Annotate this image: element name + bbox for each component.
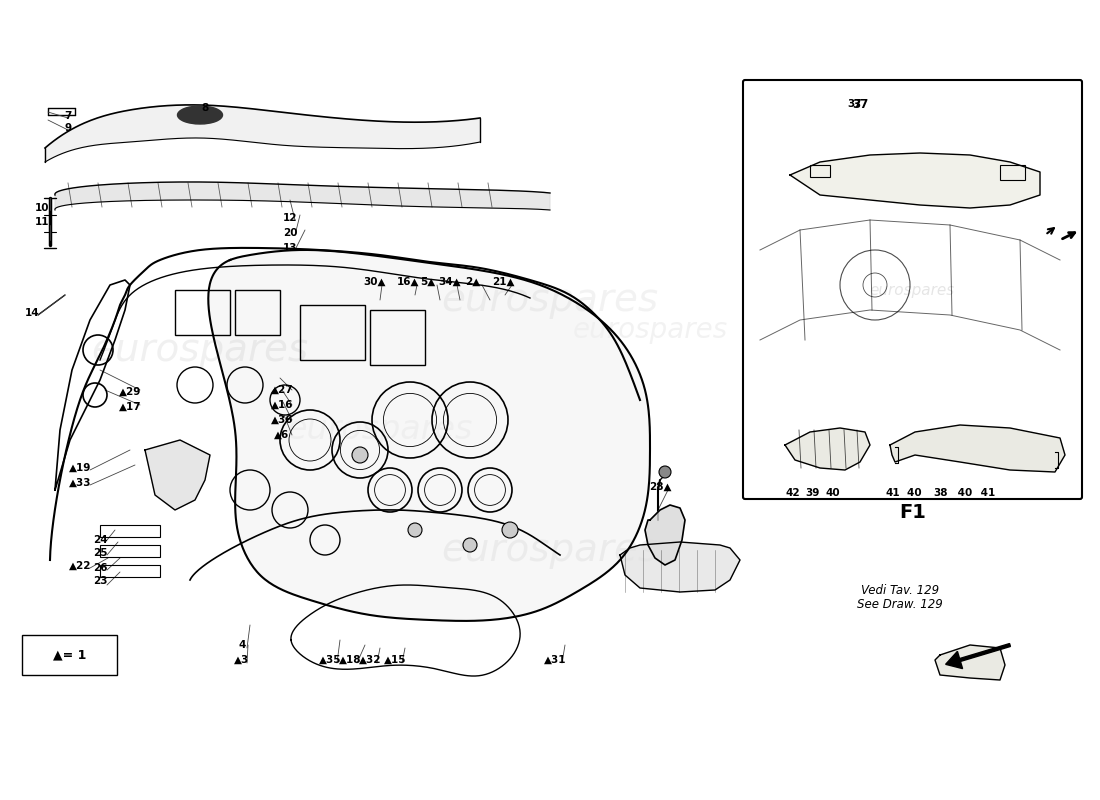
Text: See Draw. 129: See Draw. 129 — [857, 598, 943, 611]
Text: 7: 7 — [64, 111, 72, 121]
Text: 24: 24 — [92, 535, 108, 545]
Text: 40: 40 — [826, 488, 840, 498]
Text: F1: F1 — [899, 502, 926, 522]
Text: 16▲: 16▲ — [397, 277, 419, 287]
Text: 5▲: 5▲ — [420, 277, 436, 287]
Text: 42: 42 — [785, 488, 801, 498]
Polygon shape — [935, 645, 1005, 680]
Text: ▲27: ▲27 — [271, 385, 294, 395]
Bar — [300, 305, 365, 360]
Polygon shape — [890, 425, 1065, 472]
Text: 40: 40 — [954, 488, 972, 498]
Text: 11: 11 — [35, 217, 50, 227]
Text: ▲29: ▲29 — [119, 387, 141, 397]
Text: 37: 37 — [851, 98, 868, 111]
Text: ▲19: ▲19 — [69, 463, 91, 473]
Polygon shape — [145, 440, 210, 510]
Text: Vedi Tav. 129: Vedi Tav. 129 — [861, 583, 939, 597]
Text: ▲17: ▲17 — [119, 402, 141, 412]
Text: ▲33: ▲33 — [68, 478, 91, 488]
Bar — [100, 565, 160, 577]
Ellipse shape — [177, 106, 222, 124]
Circle shape — [463, 538, 477, 552]
Text: ▲15: ▲15 — [384, 655, 406, 665]
FancyArrow shape — [946, 643, 1011, 669]
Text: ▲31: ▲31 — [543, 655, 566, 665]
Bar — [235, 290, 280, 335]
Bar — [810, 165, 830, 177]
Polygon shape — [208, 250, 650, 621]
Text: 12: 12 — [283, 213, 297, 223]
Circle shape — [408, 523, 422, 537]
Text: 30▲: 30▲ — [364, 277, 386, 287]
Bar — [22, 635, 117, 675]
Text: 37: 37 — [848, 99, 862, 109]
Bar — [100, 525, 160, 537]
Text: 13: 13 — [283, 243, 297, 253]
Bar — [370, 310, 425, 365]
Text: 25: 25 — [92, 548, 108, 558]
Text: 20: 20 — [283, 228, 297, 238]
Text: eurospares: eurospares — [441, 281, 659, 319]
Polygon shape — [645, 505, 685, 565]
Bar — [1000, 165, 1025, 180]
Text: ▲3: ▲3 — [234, 655, 250, 665]
Polygon shape — [785, 428, 870, 470]
Text: eurospares: eurospares — [869, 282, 955, 298]
Text: 14: 14 — [24, 308, 40, 318]
Text: ▲32: ▲32 — [359, 655, 382, 665]
Text: 4: 4 — [239, 640, 245, 650]
Text: 9: 9 — [65, 123, 72, 133]
Text: ▲36: ▲36 — [271, 415, 294, 425]
Bar — [100, 545, 160, 557]
Text: 38: 38 — [934, 488, 948, 498]
Text: eurospares: eurospares — [441, 531, 659, 569]
FancyBboxPatch shape — [742, 80, 1082, 499]
Text: 41: 41 — [886, 488, 900, 498]
Text: 8: 8 — [201, 103, 209, 113]
Text: 26: 26 — [92, 563, 108, 573]
Text: ▲18: ▲18 — [339, 655, 361, 665]
Text: ▲6: ▲6 — [274, 430, 289, 440]
Text: 2▲: 2▲ — [465, 277, 481, 287]
Text: 10: 10 — [35, 203, 50, 213]
Circle shape — [659, 466, 671, 478]
Text: eurospares: eurospares — [91, 331, 309, 369]
Text: ▲= 1: ▲= 1 — [53, 649, 86, 662]
Circle shape — [352, 447, 368, 463]
Text: 23: 23 — [92, 576, 108, 586]
Text: 39: 39 — [806, 488, 821, 498]
Polygon shape — [790, 153, 1040, 208]
Circle shape — [502, 522, 518, 538]
Text: ▲22: ▲22 — [68, 561, 91, 571]
Polygon shape — [55, 182, 550, 210]
Polygon shape — [620, 542, 740, 592]
Bar — [175, 290, 230, 335]
Text: 34▲: 34▲ — [439, 277, 461, 287]
Text: 40: 40 — [906, 488, 925, 498]
Text: 28▲: 28▲ — [649, 482, 671, 492]
Text: 21▲: 21▲ — [492, 277, 515, 287]
Text: ▲35: ▲35 — [319, 655, 341, 665]
Text: eurospares: eurospares — [287, 414, 473, 446]
Text: 41: 41 — [977, 488, 996, 498]
Text: ▲16: ▲16 — [271, 400, 294, 410]
Text: eurospares: eurospares — [572, 316, 727, 344]
Polygon shape — [45, 105, 480, 162]
